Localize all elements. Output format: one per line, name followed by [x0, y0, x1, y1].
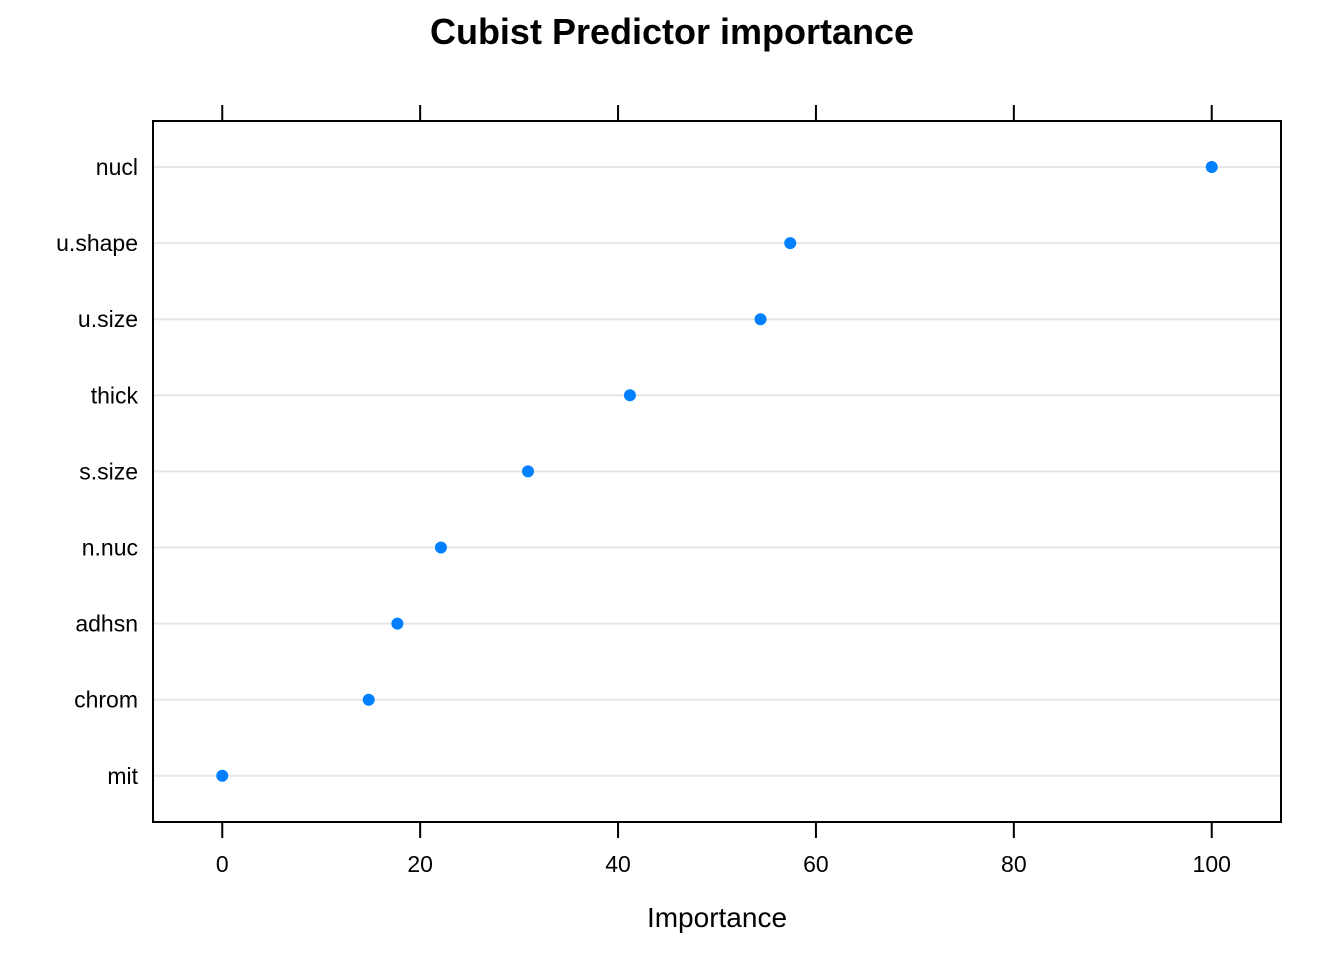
data-point-thick: [623, 389, 636, 402]
category-label-u-shape: u.shape: [56, 230, 138, 256]
plot-frame: [152, 120, 1282, 823]
x-tick-label-40: 40: [605, 851, 631, 877]
category-label-n-nuc: n.nuc: [82, 535, 138, 561]
data-point-s-size: [522, 465, 535, 478]
category-label-s-size: s.size: [79, 458, 138, 484]
grid-lines: [153, 166, 1281, 777]
x-tick-label-80: 80: [1001, 851, 1027, 877]
category-label-thick: thick: [91, 382, 139, 408]
x-tick-label-20: 20: [407, 851, 433, 877]
category-label-mit: mit: [107, 763, 138, 789]
data-point-mit: [216, 769, 229, 782]
data-point-u-size: [754, 313, 767, 326]
x-tick-label-100: 100: [1193, 851, 1231, 877]
chart-title: Cubist Predictor importance: [430, 11, 914, 52]
category-label-chrom: chrom: [74, 687, 138, 713]
category-label-adhsn: adhsn: [75, 611, 138, 637]
data-point-chrom: [362, 693, 375, 706]
data-point-u-shape: [784, 237, 797, 250]
data-point-adhsn: [391, 617, 404, 630]
x-axis-label: Importance: [647, 902, 787, 933]
y-axis-category-labels: nucl u.shape u.size thick s.size n.nuc adhsn ch…: [56, 154, 138, 789]
x-tick-label-0: 0: [216, 851, 229, 877]
data-points: [216, 161, 1218, 782]
category-label-u-size: u.size: [78, 306, 138, 332]
data-point-nucl: [1205, 161, 1218, 173]
x-axis-ticks: 0 20 40 60 80 100: [216, 105, 1231, 877]
x-tick-label-60: 60: [803, 851, 829, 877]
data-point-n-nuc: [434, 541, 447, 554]
category-label-nucl: nucl: [96, 154, 138, 180]
